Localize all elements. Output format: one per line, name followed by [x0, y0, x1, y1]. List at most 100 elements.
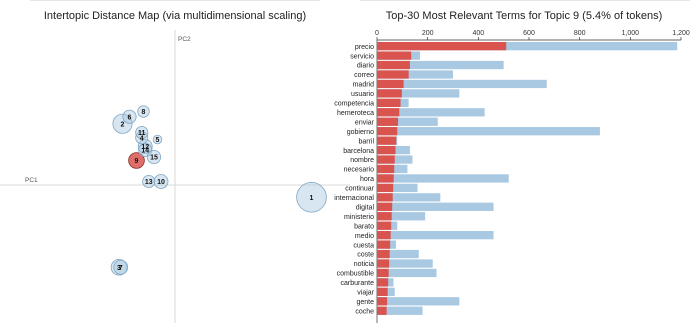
term-label[interactable]: cuesta	[353, 242, 374, 249]
topic-term-bar	[377, 79, 404, 89]
topic-term-bar	[377, 98, 401, 107]
topic-bubble-7[interactable]	[113, 259, 129, 275]
term-label[interactable]: precio	[355, 44, 374, 51]
topic-bubble-13[interactable]	[142, 174, 156, 189]
x-tick-label: 0	[375, 30, 379, 37]
term-label[interactable]: coste	[357, 252, 374, 259]
term-label[interactable]: gobierno	[347, 129, 374, 136]
intertopic-map-title: Intertopic Distance Map (via multidimens…	[43, 10, 307, 22]
topic-term-bar	[377, 259, 390, 268]
topic-bubble-8[interactable]	[137, 105, 150, 118]
topic-term-bar	[377, 306, 387, 315]
term-label[interactable]: carburante	[341, 280, 375, 287]
topic-bubble-9[interactable]	[128, 152, 145, 169]
topic-bubble-label-7: 7	[119, 265, 123, 272]
topic-bubble-label-4: 4	[140, 135, 144, 142]
pc1-axis-label: PC1	[25, 177, 38, 184]
term-label[interactable]: usuario	[351, 91, 374, 98]
right-panel-top-border	[360, 0, 690, 1]
topic-bubble-6[interactable]	[122, 109, 137, 124]
topic-term-bar	[377, 117, 399, 126]
overall-term-bar	[377, 89, 460, 98]
term-label[interactable]: madrid	[353, 82, 375, 89]
term-label[interactable]: medio	[355, 233, 374, 240]
x-tick-label: 1,000	[622, 30, 640, 37]
x-tick-label: 600	[523, 30, 535, 37]
term-label[interactable]: nombre	[350, 157, 374, 164]
topic-term-bar	[377, 108, 400, 117]
topic-bubble-label-12: 12	[141, 144, 149, 151]
topic-term-bar	[377, 183, 394, 193]
topic-bubble-10[interactable]	[153, 174, 169, 189]
term-label[interactable]: barato	[354, 223, 374, 230]
topic-bubble-label-13: 13	[145, 179, 153, 186]
topic-bubble-5[interactable]	[152, 134, 163, 145]
topic-term-bar	[377, 268, 389, 278]
overall-term-bar	[377, 183, 418, 193]
term-label[interactable]: necesario	[344, 167, 374, 174]
topic-bubble-label-15: 15	[150, 155, 158, 162]
term-label[interactable]: barcelona	[343, 148, 374, 155]
overall-term-bar	[377, 70, 453, 79]
overall-term-bar	[377, 79, 547, 89]
term-label[interactable]: viajar	[357, 290, 374, 297]
topic-term-bar	[377, 231, 391, 240]
topic-bubble-label-10: 10	[157, 179, 165, 186]
topic-term-bar	[377, 70, 409, 79]
topic-bubble-label-2: 2	[121, 121, 125, 128]
term-label[interactable]: continuar	[345, 186, 374, 193]
topic-term-bar	[377, 42, 507, 51]
topic-term-bar	[377, 278, 389, 287]
overall-term-bar	[377, 174, 509, 183]
topic-bubble-label-6: 6	[128, 114, 132, 121]
overall-term-bar	[377, 259, 433, 268]
topic-bubble-label-11: 11	[138, 130, 146, 137]
topic-bubble-1[interactable]	[296, 181, 327, 213]
term-chart-title: Top-30 Most Relevant Terms for Topic 9 (…	[385, 10, 663, 22]
term-label[interactable]: barril	[358, 138, 374, 145]
topic-bubble-12[interactable]	[137, 139, 153, 154]
overall-term-bar	[377, 231, 494, 240]
term-label[interactable]: diario	[357, 63, 374, 70]
topic-term-bar	[377, 249, 390, 259]
term-label[interactable]: competencia	[334, 101, 374, 108]
topic-term-bar	[377, 202, 393, 211]
term-label[interactable]: noticia	[354, 261, 374, 268]
x-tick-label: 200	[422, 30, 434, 37]
term-label[interactable]: correo	[354, 72, 374, 79]
term-label[interactable]: servicio	[350, 53, 374, 60]
term-label[interactable]: hora	[360, 176, 374, 183]
topic-term-bar	[377, 193, 393, 202]
topic-bubble-15[interactable]	[146, 149, 162, 165]
term-label[interactable]: combustible	[337, 271, 374, 278]
topic-term-bar	[377, 212, 392, 221]
term-label[interactable]: digital	[356, 204, 375, 211]
overall-term-bar	[377, 127, 600, 136]
overall-term-bar	[377, 306, 423, 315]
topic-bubble-label-8: 8	[142, 109, 146, 116]
topic-bubble-11[interactable]	[135, 125, 149, 140]
topic-term-bar	[377, 89, 402, 98]
term-label[interactable]: coche	[355, 308, 374, 315]
term-label[interactable]: enviar	[355, 119, 375, 126]
overall-term-bar	[377, 42, 678, 51]
overall-term-bar	[377, 268, 437, 278]
overall-term-bar	[377, 212, 426, 221]
overall-term-bar	[377, 193, 441, 202]
topic-term-bar	[377, 145, 396, 155]
topic-bubble-label-3: 3	[117, 265, 121, 272]
topic-bubble-4[interactable]	[135, 131, 149, 145]
topic-term-bar	[377, 136, 397, 145]
term-label[interactable]: hemeroteca	[337, 110, 374, 117]
term-label[interactable]: gente	[356, 299, 374, 306]
topic-bubble-2[interactable]	[112, 113, 133, 134]
overall-term-bar	[377, 60, 504, 70]
topic-term-bar	[377, 174, 394, 183]
term-label[interactable]: internacional	[334, 195, 374, 202]
x-tick-label: 400	[472, 30, 484, 37]
topic-term-bar	[377, 287, 388, 296]
term-label[interactable]: ministerio	[344, 214, 374, 221]
x-tick-label: 800	[574, 30, 586, 37]
